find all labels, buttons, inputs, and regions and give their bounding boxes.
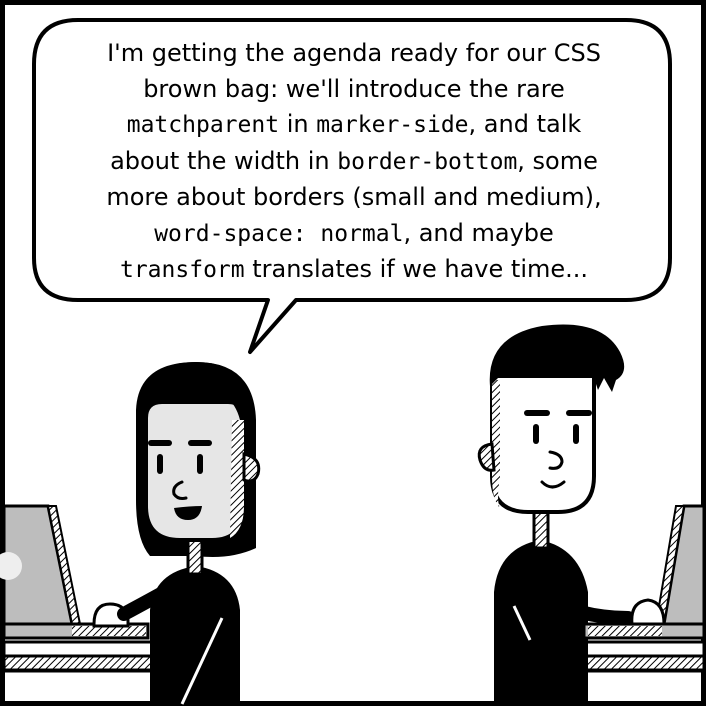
code-border-bottom: border-bottom bbox=[337, 148, 518, 175]
code-transform: transform bbox=[119, 257, 245, 283]
man-character bbox=[477, 324, 635, 706]
woman-character bbox=[92, 362, 261, 706]
code-word-space: word-space: normal bbox=[154, 220, 404, 247]
speech-bubble bbox=[32, 18, 672, 354]
speech-line-1: I'm getting the agenda ready for our CSS bbox=[107, 39, 601, 67]
left-laptop bbox=[0, 504, 150, 640]
code-matchparent: matchparent bbox=[126, 112, 280, 138]
speech-line-4: about the width in border-bottom, some bbox=[110, 146, 598, 175]
speech-line-2: brown bag: we'll introduce the rare bbox=[143, 74, 565, 103]
speech-line-3: matchparent in marker-side, and talk bbox=[126, 110, 582, 138]
laptop-logo-icon bbox=[0, 552, 22, 580]
right-laptop bbox=[582, 504, 706, 640]
speech-line-7: transform translates if we have time... bbox=[119, 255, 589, 283]
speech-line-6: word-space: normal, and maybe bbox=[154, 218, 554, 247]
left-desk bbox=[2, 640, 180, 673]
code-marker-side: marker-side bbox=[316, 112, 469, 138]
speech-text: I'm getting the agenda ready for our CSS… bbox=[72, 36, 636, 289]
speech-line-5: more about borders (small and medium), bbox=[106, 183, 602, 211]
